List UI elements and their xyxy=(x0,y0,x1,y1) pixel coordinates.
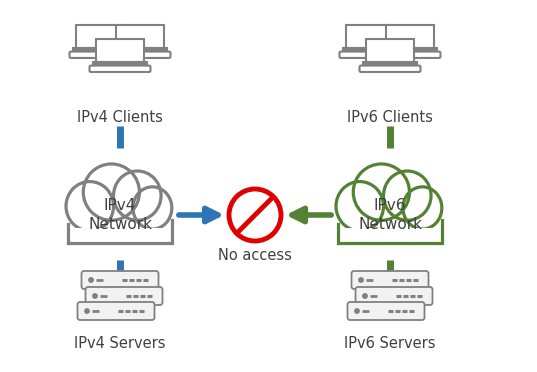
FancyBboxPatch shape xyxy=(359,65,420,72)
Ellipse shape xyxy=(336,182,383,231)
FancyBboxPatch shape xyxy=(339,52,401,58)
FancyBboxPatch shape xyxy=(343,48,397,53)
Circle shape xyxy=(93,294,97,298)
FancyBboxPatch shape xyxy=(116,25,164,48)
Ellipse shape xyxy=(83,164,140,220)
Text: IPv6 Clients: IPv6 Clients xyxy=(347,110,433,125)
FancyBboxPatch shape xyxy=(76,25,124,48)
Ellipse shape xyxy=(133,187,172,229)
Ellipse shape xyxy=(353,164,409,220)
FancyBboxPatch shape xyxy=(96,39,144,62)
Bar xyxy=(338,228,442,246)
Circle shape xyxy=(89,278,93,282)
Circle shape xyxy=(359,278,363,282)
Circle shape xyxy=(229,189,281,241)
FancyBboxPatch shape xyxy=(347,302,425,320)
Text: IPv4 Servers: IPv4 Servers xyxy=(74,336,166,351)
FancyBboxPatch shape xyxy=(82,271,158,289)
Ellipse shape xyxy=(403,187,442,229)
Ellipse shape xyxy=(113,171,161,220)
FancyBboxPatch shape xyxy=(386,25,434,48)
FancyBboxPatch shape xyxy=(93,62,147,67)
Text: IPv6
Network: IPv6 Network xyxy=(358,198,422,232)
Text: IPv6 Servers: IPv6 Servers xyxy=(344,336,436,351)
Circle shape xyxy=(363,294,367,298)
Text: No access: No access xyxy=(218,248,292,263)
Circle shape xyxy=(355,309,359,313)
Bar xyxy=(68,228,172,246)
FancyBboxPatch shape xyxy=(355,287,432,305)
FancyBboxPatch shape xyxy=(363,62,417,67)
Text: IPv4 Clients: IPv4 Clients xyxy=(77,110,163,125)
Circle shape xyxy=(85,309,89,313)
Text: IPv4
Network: IPv4 Network xyxy=(88,198,152,232)
FancyBboxPatch shape xyxy=(110,52,171,58)
FancyBboxPatch shape xyxy=(85,287,163,305)
Ellipse shape xyxy=(383,171,431,220)
Bar xyxy=(338,199,442,243)
FancyBboxPatch shape xyxy=(68,208,172,243)
FancyBboxPatch shape xyxy=(352,271,429,289)
FancyBboxPatch shape xyxy=(77,302,155,320)
Bar xyxy=(68,199,172,243)
Ellipse shape xyxy=(66,182,113,231)
FancyBboxPatch shape xyxy=(383,48,437,53)
FancyBboxPatch shape xyxy=(113,48,167,53)
FancyBboxPatch shape xyxy=(366,39,414,62)
FancyBboxPatch shape xyxy=(338,208,442,243)
FancyBboxPatch shape xyxy=(73,48,127,53)
FancyBboxPatch shape xyxy=(69,52,130,58)
FancyBboxPatch shape xyxy=(380,52,440,58)
FancyBboxPatch shape xyxy=(346,25,394,48)
FancyBboxPatch shape xyxy=(90,65,150,72)
